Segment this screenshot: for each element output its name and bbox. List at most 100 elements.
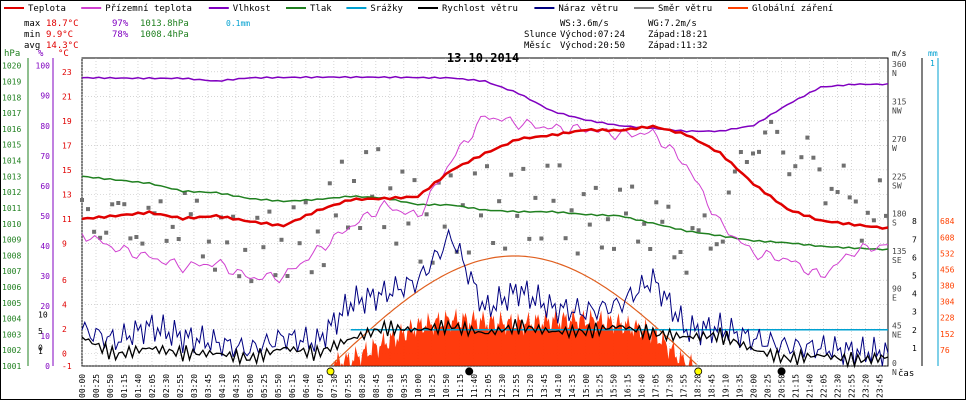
time-tick-17: 07:05	[316, 374, 325, 398]
dir-label-4: S	[892, 219, 897, 228]
wind-dir-point	[624, 211, 628, 216]
hpa-tick-7: 1013	[2, 172, 21, 181]
ms-tick-5: 3	[912, 308, 917, 317]
wind-dir-point	[877, 178, 882, 183]
wind-dir-point	[599, 245, 604, 250]
hpa-tick-8: 1012	[2, 188, 21, 197]
sunset-marker	[694, 367, 703, 376]
time-tick-54: 22:30	[834, 374, 843, 398]
wind-dir-point	[279, 237, 284, 242]
wind-dir-point	[134, 235, 139, 239]
hpa-unit: hPa	[4, 49, 20, 59]
chart-title: 13.10.2014	[447, 51, 519, 65]
temp-tick-5: 13	[62, 190, 72, 199]
wind-dir-point	[823, 201, 828, 206]
time-tick-20: 08:20	[358, 374, 367, 398]
wind-dir-point	[648, 247, 653, 251]
time-tick-48: 20:00	[750, 374, 759, 398]
pct-tick-4: 60	[40, 182, 50, 191]
wind-dir-point	[273, 273, 278, 278]
wind-dir-point	[86, 207, 90, 212]
stat-press-max: 1013.8hPa	[140, 19, 189, 29]
ms-tick-4: 4	[912, 290, 917, 299]
time-tick-36: 15:00	[582, 374, 591, 398]
stat-ws: WS:3.6m/s	[560, 19, 609, 29]
series-temperature	[81, 124, 889, 230]
dir-label-0: N	[892, 69, 897, 78]
hpa-tick-16: 1004	[2, 315, 21, 324]
time-tick-7: 02:55	[176, 374, 185, 398]
time-tick-50: 20:50	[778, 374, 787, 398]
time-tick-57: 23:45	[876, 374, 885, 398]
wind-dir-point	[98, 235, 103, 240]
wind-dir-point	[297, 241, 302, 246]
wind-dir-point	[744, 160, 749, 164]
wind-dir-point	[509, 172, 514, 177]
wind-dir-point	[352, 179, 356, 183]
pct-tick-0: 100	[36, 62, 51, 71]
wind-dir-point	[497, 199, 502, 204]
series-wind-gust	[81, 228, 889, 367]
wind-dir-point	[110, 202, 115, 207]
rad-tick-0: 684	[940, 217, 955, 226]
speed-scale-1: 5	[38, 327, 43, 336]
wind-dir-point	[364, 150, 369, 155]
temp-tick-4: 15	[62, 166, 72, 175]
temp-tick-6: 11	[62, 215, 72, 224]
wind-dir-point	[551, 198, 556, 203]
time-tick-0: 00:00	[78, 374, 87, 398]
dir-tick-8: 0	[892, 359, 897, 368]
rad-tick-6: 228	[940, 314, 955, 323]
pct-tick-8: 20	[40, 302, 50, 311]
radiation-clear-sky-curve	[330, 255, 698, 367]
series-pressure	[81, 175, 889, 251]
time-tick-29: 12:05	[484, 374, 493, 398]
hpa-tick-13: 1007	[2, 267, 21, 276]
hpa-tick-19: 1001	[2, 362, 21, 371]
time-tick-3: 01:15	[120, 374, 129, 398]
wind-dir-point	[557, 163, 562, 168]
wind-dir-point	[605, 217, 610, 222]
wind-dir-point	[811, 155, 816, 160]
ms-tick-2: 6	[912, 253, 917, 262]
time-tick-18: 07:30	[330, 374, 339, 398]
rad-tick-7: 152	[940, 330, 955, 339]
stat-sunrise: Východ:07:24	[560, 30, 625, 40]
pct-tick-10: 0	[45, 362, 50, 371]
wind-dir-point	[255, 215, 260, 220]
wind-dir-point	[642, 221, 647, 226]
wind-dir-point	[406, 221, 411, 226]
time-tick-31: 12:55	[512, 374, 521, 398]
wind-dir-point	[309, 270, 314, 275]
temp-tick-9: 4	[62, 301, 67, 310]
wind-dir-point	[865, 210, 870, 215]
wind-dir-point	[225, 240, 230, 245]
wind-dir-point	[80, 198, 84, 202]
ms-tick-3: 5	[912, 272, 917, 281]
legend-label-0: Teplota	[28, 4, 66, 14]
wind-dir-point	[787, 172, 792, 177]
wind-dir-point	[491, 241, 496, 245]
wind-dir-point	[871, 218, 876, 223]
stat-wg: WG:7.2m/s	[648, 19, 697, 29]
time-tick-34: 14:10	[554, 374, 563, 398]
time-tick-41: 17:05	[652, 374, 661, 398]
stat-temp-max: 18.7°C	[46, 19, 79, 29]
pct-tick-3: 70	[40, 152, 50, 161]
temp-tick-1: 21	[62, 92, 72, 101]
time-tick-16: 06:40	[302, 374, 311, 398]
wind-dir-point	[515, 213, 520, 218]
time-tick-35: 14:35	[568, 374, 577, 398]
dir-tick-6: 90	[892, 284, 902, 293]
wind-dir-point	[593, 185, 598, 190]
hpa-tick-14: 1006	[2, 283, 21, 292]
wind-dir-point	[859, 238, 864, 243]
wind-dir-point	[261, 245, 266, 250]
time-tick-8: 03:20	[190, 374, 199, 398]
legend-label-6: Náraz větru	[558, 4, 618, 14]
legend-label-5: Rychlost větru	[442, 4, 518, 14]
wind-dir-point	[333, 213, 338, 218]
wind-dir-point	[182, 191, 187, 195]
wind-dir-point	[630, 184, 635, 189]
